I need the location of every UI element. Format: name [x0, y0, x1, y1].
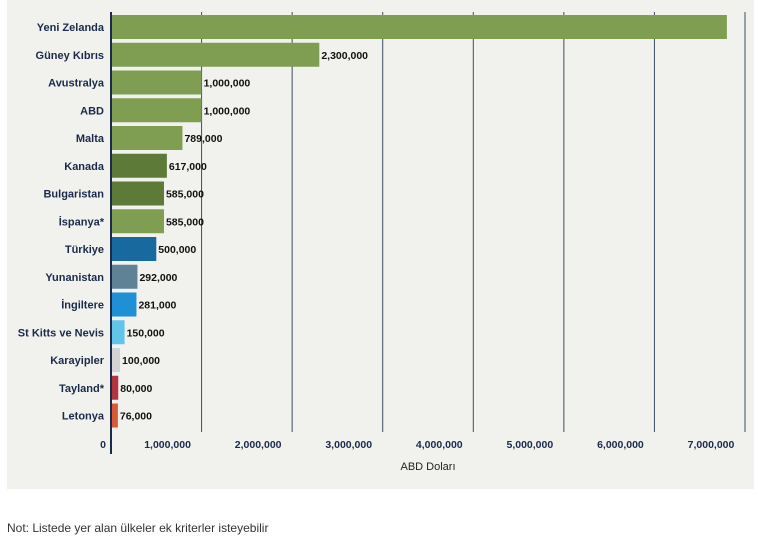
x-tick-label: 2,000,000: [235, 439, 282, 451]
bar: [111, 70, 202, 95]
value-label: 76,000: [120, 411, 152, 423]
category-label: İspanya*: [59, 215, 105, 228]
value-label: 1,000,000: [204, 105, 251, 117]
bar: [111, 98, 202, 123]
category-label: Karayipler: [50, 355, 105, 367]
value-label: 281,000: [138, 300, 176, 312]
x-axis-title: ABD Doları: [400, 461, 455, 473]
value-label: 585,000: [166, 216, 204, 228]
bar: [111, 42, 320, 67]
bar-chart: Yeni Zelanda Güney Kıbrıs 2,300,000 Avustra…: [18, 12, 746, 473]
value-label: 150,000: [127, 327, 165, 339]
category-label: İngiltere: [61, 299, 104, 312]
footnote: Not: Listede yer alan ülkeler ek kriterl…: [7, 521, 269, 535]
category-label: Güney Kıbrıs: [36, 50, 104, 62]
x-tick-label: 4,000,000: [416, 439, 463, 451]
value-label: 789,000: [184, 133, 222, 145]
value-label: 100,000: [122, 355, 160, 367]
x-tick-label: 6,000,000: [597, 439, 644, 451]
bar: [111, 403, 118, 428]
category-label: Bulgaristan: [43, 189, 104, 201]
bar: [111, 153, 167, 178]
bar: [111, 15, 727, 39]
bar: [111, 320, 125, 345]
value-label: 500,000: [158, 244, 196, 256]
chart-panel: Yeni Zelanda Güney Kıbrıs 2,300,000 Avustra…: [7, 0, 754, 489]
category-label: Letonya: [62, 411, 105, 423]
category-label: Tayland*: [59, 383, 105, 395]
x-tick-label: 7,000,000: [688, 439, 735, 451]
category-label: Yeni Zelanda: [37, 22, 105, 34]
bar: [111, 264, 138, 289]
value-label: 80,000: [120, 383, 152, 395]
bar: [111, 348, 121, 372]
category-label: ABD: [80, 105, 104, 117]
category-label: Yunanistan: [45, 272, 104, 284]
category-label: Malta: [76, 133, 105, 145]
bar: [111, 375, 119, 400]
x-tick-label: 5,000,000: [506, 439, 553, 451]
value-label: 585,000: [166, 189, 204, 201]
value-label: 1,000,000: [204, 78, 251, 90]
category-label: Türkiye: [65, 244, 104, 256]
value-label: 617,000: [169, 161, 207, 173]
bar: [111, 292, 137, 317]
bar: [111, 126, 183, 150]
bar: [111, 237, 157, 261]
value-label: 292,000: [139, 272, 177, 284]
category-label: Avustralya: [48, 78, 105, 90]
value-label: 2,300,000: [321, 50, 368, 62]
x-tick-label: 3,000,000: [325, 439, 372, 451]
x-tick-label: 0: [100, 439, 106, 451]
bar: [111, 209, 164, 234]
category-label: St Kitts ve Nevis: [18, 327, 104, 339]
category-label: Kanada: [64, 161, 105, 173]
bar: [111, 181, 164, 206]
x-tick-label: 1,000,000: [144, 439, 191, 451]
